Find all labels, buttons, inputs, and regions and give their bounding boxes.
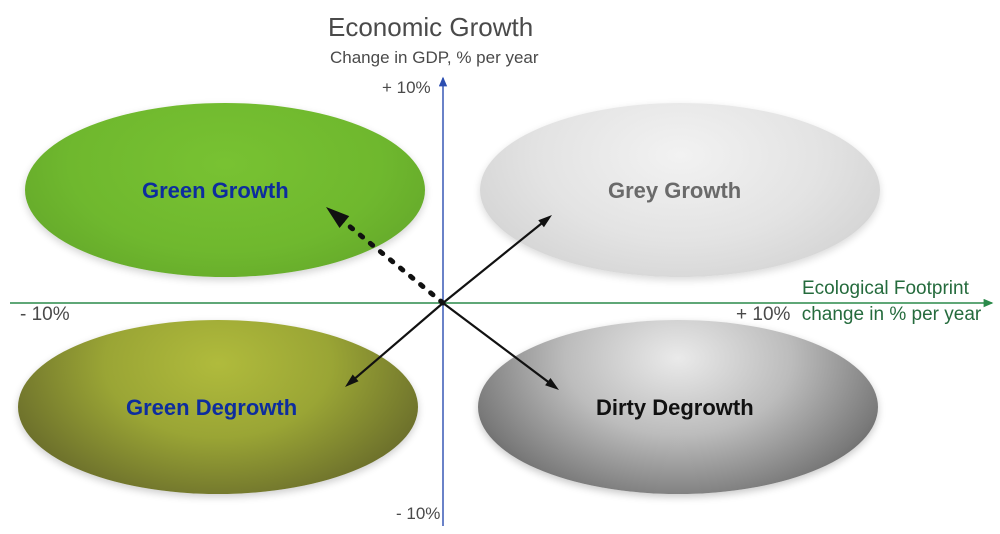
y-axis-neg-label: - 10% [396,504,440,524]
label-green-growth: Green Growth [142,178,289,204]
y-axis-title: Economic Growth [328,12,533,43]
x-axis-subtitle-rest: change in % per year [802,304,982,325]
x-axis-neg-label: - 10% [20,304,70,326]
x-axis-title: Ecological Footprint [802,278,969,300]
y-axis-subtitle: Change in GDP, % per year [330,48,539,68]
x-axis-subtitle: + 10% change in % per year [736,304,981,326]
label-green-degrowth: Green Degrowth [126,395,297,421]
label-grey-growth: Grey Growth [608,178,741,204]
y-axis-pos-label: + 10% [382,78,431,98]
x-axis-pos-label: + 10% [736,304,790,325]
label-dirty-degrowth: Dirty Degrowth [596,395,754,421]
